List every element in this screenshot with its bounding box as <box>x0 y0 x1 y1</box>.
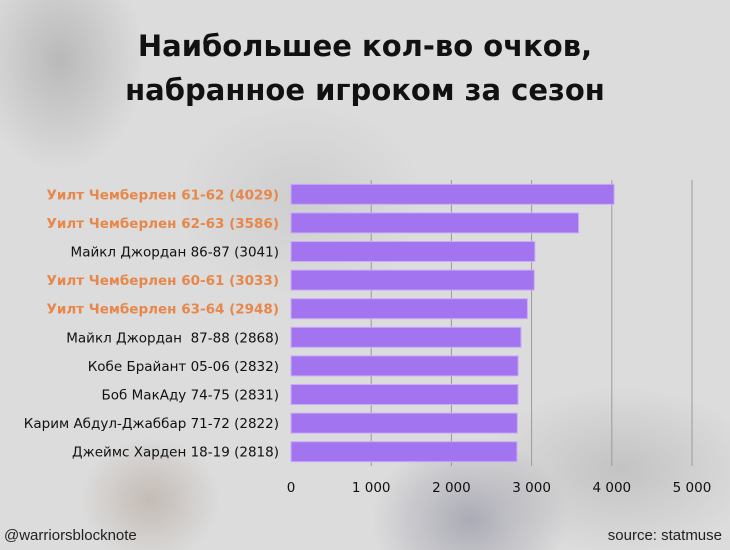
author-handle: @warriorsblocknote <box>4 527 137 544</box>
bar <box>290 412 518 434</box>
bar <box>290 441 518 463</box>
x-tick-label: 1 000 <box>352 480 391 496</box>
x-tick-label: 5 000 <box>673 480 712 496</box>
category-label: Кобе Брайант 05-06 (2832) <box>88 359 279 375</box>
bar <box>290 355 519 377</box>
bar <box>290 241 536 262</box>
category-label: Уилт Чемберлен 62-63 (3586) <box>47 216 280 232</box>
category-label: Карим Абдул-Джаббар 71-72 (2822) <box>24 416 279 432</box>
chart-title-line-2: набранное игроком за сезон <box>125 73 605 107</box>
bar <box>290 183 615 205</box>
bar <box>290 326 522 348</box>
bar <box>290 384 519 405</box>
bar <box>290 212 580 234</box>
x-tick-label: 0 <box>287 480 296 496</box>
x-tick-label: 2 000 <box>432 480 471 496</box>
category-label: Боб МакАду 74-75 (2831) <box>102 388 279 404</box>
source-credit: source: statmuse <box>607 527 722 544</box>
category-label: Уилт Чемберлен 60-61 (3033) <box>47 273 280 289</box>
category-label: Майкл Джордан 87-88 (2868) <box>66 330 279 346</box>
chart-title-line-1: Наибольшее кол-во очков, <box>138 29 592 63</box>
bar <box>290 298 528 320</box>
x-tick-label: 4 000 <box>592 480 631 496</box>
category-label: Уилт Чемберлен 61-62 (4029) <box>47 187 280 203</box>
bar <box>290 269 535 291</box>
category-label: Майкл Джордан 86-87 (3041) <box>71 245 279 261</box>
category-label: Джеймс Харден 18-19 (2818) <box>72 445 279 461</box>
x-tick-label: 3 000 <box>512 480 551 496</box>
category-label: Уилт Чемберлен 63-64 (2948) <box>47 302 280 318</box>
